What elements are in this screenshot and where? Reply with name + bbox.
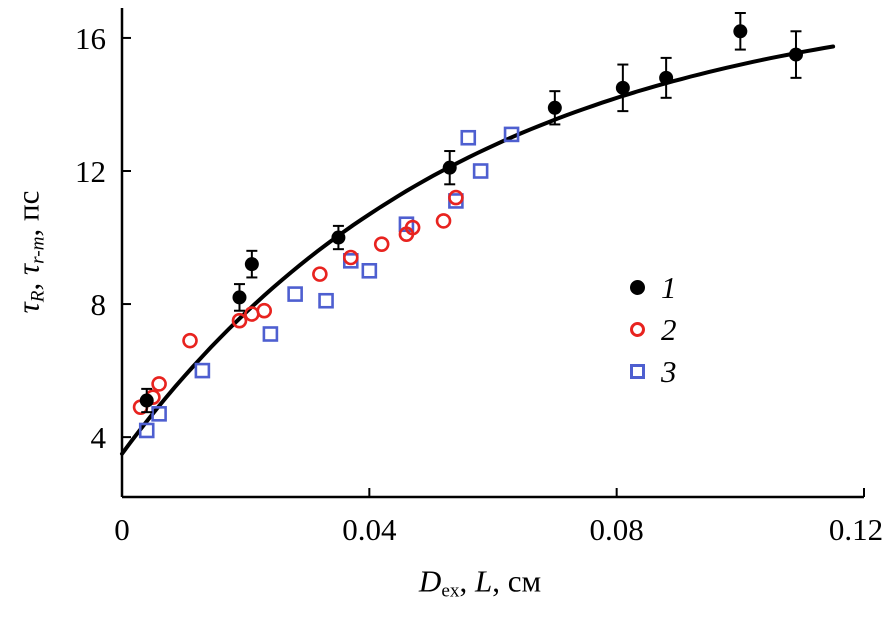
data-point-series-2 bbox=[151, 376, 167, 392]
data-point-series-3 bbox=[460, 129, 477, 146]
data-point-series-1 bbox=[615, 80, 630, 95]
data-point-series-2 bbox=[404, 219, 421, 236]
y-axis-label-unit: , пс bbox=[10, 190, 46, 237]
legend-item: 2 bbox=[630, 308, 677, 350]
y-axis-label-tau2: τ bbox=[10, 263, 46, 275]
data-point-series-3 bbox=[138, 422, 155, 439]
data-point-series-2 bbox=[256, 302, 273, 319]
data-point-series-1 bbox=[331, 230, 346, 245]
fit-curve bbox=[120, 44, 836, 456]
data-point-series-1 bbox=[547, 100, 562, 115]
data-point-series-2 bbox=[312, 266, 328, 282]
data-point-series-3 bbox=[262, 326, 279, 342]
data-point-series-1 bbox=[139, 393, 154, 408]
legend-label: 2 bbox=[661, 311, 677, 347]
legend-label: 3 bbox=[661, 353, 677, 389]
legend-item: 3 bbox=[630, 350, 677, 392]
legend-marker bbox=[630, 363, 645, 379]
x-axis-label-l: L bbox=[474, 563, 493, 599]
legend-marker bbox=[630, 279, 645, 295]
x-axis-label-sep: , bbox=[459, 563, 475, 599]
legend-item: 1 bbox=[630, 266, 677, 308]
data-point-series-3 bbox=[318, 292, 334, 309]
data-point-series-2 bbox=[448, 189, 464, 206]
y-tick-label: 16 bbox=[75, 21, 106, 56]
y-axis-label-tau1: τ bbox=[10, 302, 46, 314]
data-point-series-2 bbox=[182, 332, 198, 349]
legend-label: 1 bbox=[661, 269, 677, 305]
x-axis-label-unit: , см bbox=[492, 563, 542, 599]
data-point-series-1 bbox=[733, 24, 748, 39]
y-axis-label: τR, τr-m, пс bbox=[10, 191, 49, 314]
data-point-series-3 bbox=[503, 126, 520, 143]
x-axis-label-d: D bbox=[418, 563, 442, 599]
data-point-series-3 bbox=[151, 406, 167, 422]
x-tick-label: 0.08 bbox=[590, 512, 644, 547]
y-tick-label: 4 bbox=[91, 420, 107, 455]
data-point-series-3 bbox=[287, 286, 303, 302]
x-tick-label: 0.12 bbox=[829, 512, 883, 547]
legend: 1 2 3 bbox=[630, 266, 677, 392]
data-point-series-2 bbox=[435, 213, 452, 229]
x-axis-label-dsub: ex bbox=[441, 580, 460, 602]
x-tick-label: 0.04 bbox=[342, 512, 397, 547]
data-point-series-1 bbox=[659, 70, 674, 85]
data-point-series-3 bbox=[472, 163, 489, 179]
data-point-series-1 bbox=[232, 290, 247, 305]
y-axis-label-sub1: R bbox=[27, 290, 49, 303]
data-point-series-2 bbox=[231, 312, 248, 329]
data-point-series-3 bbox=[361, 262, 378, 279]
data-point-series-2 bbox=[373, 236, 390, 252]
x-axis-label: Dex, L, см bbox=[419, 563, 541, 602]
data-point-series-1 bbox=[788, 47, 803, 62]
y-axis-label-sep: , bbox=[10, 274, 46, 291]
y-tick-label: 8 bbox=[91, 287, 107, 322]
x-tick-label: 0 bbox=[114, 512, 130, 547]
data-point-series-2 bbox=[342, 249, 359, 266]
data-point-series-3 bbox=[194, 362, 211, 379]
y-axis-label-sub2: r-m bbox=[27, 236, 49, 264]
legend-marker bbox=[630, 321, 645, 337]
y-tick-label: 12 bbox=[75, 154, 106, 189]
data-point-series-1 bbox=[244, 257, 259, 272]
data-point-series-1 bbox=[442, 160, 457, 175]
